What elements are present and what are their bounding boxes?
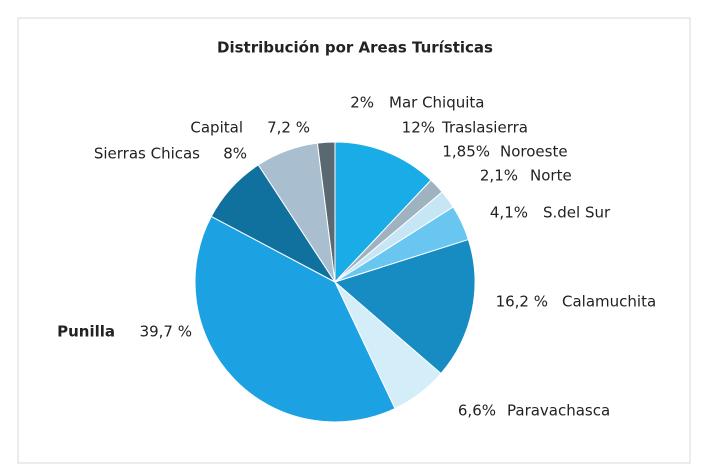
category-label: Calamuchita	[562, 293, 656, 311]
pie-slice	[333, 238, 476, 375]
value-label: 2,1%	[480, 167, 518, 185]
category-label: Traslasierra	[441, 119, 528, 137]
value-label: 8%	[223, 145, 247, 163]
value-label: 4,1%	[490, 204, 528, 222]
chart-title: Distribución por Areas Turísticas	[217, 39, 493, 57]
pie-slice	[316, 141, 336, 283]
category-label: Sierras Chicas	[94, 145, 200, 163]
pie-slice	[194, 215, 396, 423]
value-label: 6,6%	[458, 402, 496, 420]
value-label: 1,85%	[442, 143, 490, 161]
category-label: Capital	[190, 119, 243, 137]
value-label: 12%	[402, 119, 435, 137]
value-label: 7,2 %	[267, 119, 310, 137]
value-label: 16,2 %	[496, 293, 548, 311]
category-label: Punilla	[57, 323, 115, 341]
category-label: Mar Chiquita	[389, 94, 485, 112]
value-label: 2%	[350, 94, 374, 112]
category-label: Norte	[530, 167, 572, 185]
category-label: S.del Sur	[543, 204, 611, 222]
value-label: 39,7 %	[140, 323, 192, 341]
category-label: Noroeste	[500, 143, 568, 161]
category-label: Paravachasca	[507, 402, 610, 420]
pie-slice	[334, 141, 432, 284]
